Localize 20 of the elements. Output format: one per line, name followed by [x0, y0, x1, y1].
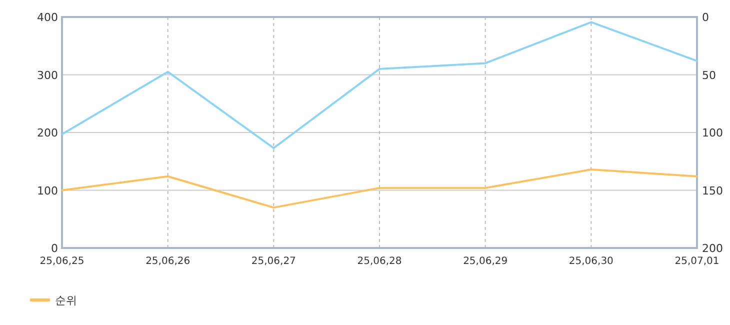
line-series	[61, 21, 698, 150]
y-tick-label: 100	[37, 184, 58, 198]
x-tick-label: 25,06,25	[40, 256, 84, 267]
x-tick-label: 25,06,30	[568, 256, 614, 267]
x-tick-label: 25,06,26	[146, 256, 190, 267]
y2-tick-label: 50	[702, 68, 716, 82]
legend-label: 순위	[55, 294, 77, 307]
x-tick-label: 25,07,01	[674, 256, 720, 267]
x-tick-label: 25,06,29	[463, 256, 508, 267]
y2-tick-label: 200	[702, 242, 723, 255]
y-tick-label: 200	[37, 126, 58, 140]
y-tick-label: 0	[51, 242, 58, 255]
y2-tick-label: 150	[702, 184, 723, 198]
y2-tick-label: 100	[702, 126, 723, 140]
y-tick-label: 400	[37, 11, 58, 24]
y2-tick-label: 0	[702, 11, 709, 24]
x-tick-label: 25,06,27	[251, 256, 296, 267]
x-tick-label: 25,06,28	[357, 256, 402, 267]
line-series	[61, 168, 698, 209]
y-tick-label: 300	[37, 68, 58, 82]
